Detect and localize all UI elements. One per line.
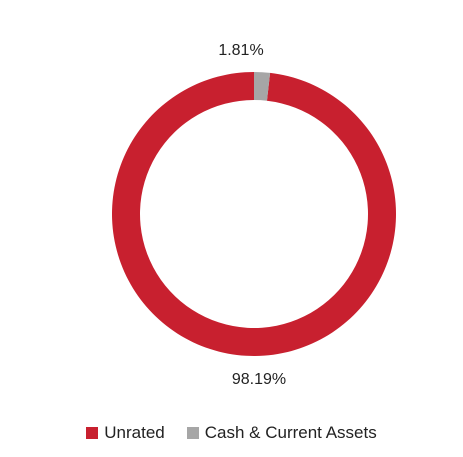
legend-label-cash-current-assets: Cash & Current Assets [204,423,377,442]
legend-item-cash-current-assets: Cash & Current Assets [186,423,377,443]
legend: Unrated Cash & Current Assets [0,422,463,444]
legend-swatch-cash-current-assets [186,427,199,439]
legend-item-unrated: Unrated [86,423,165,443]
data-label-cash-current-assets: 1.81% [218,42,263,59]
donut-slice-cash-current-assets [254,72,271,101]
legend-label-unrated: Unrated [104,423,165,442]
legend-swatch-unrated [86,427,99,439]
donut-slice-unrated [112,71,396,356]
donut-slices [112,71,396,356]
data-label-unrated: 98.19% [232,371,286,388]
